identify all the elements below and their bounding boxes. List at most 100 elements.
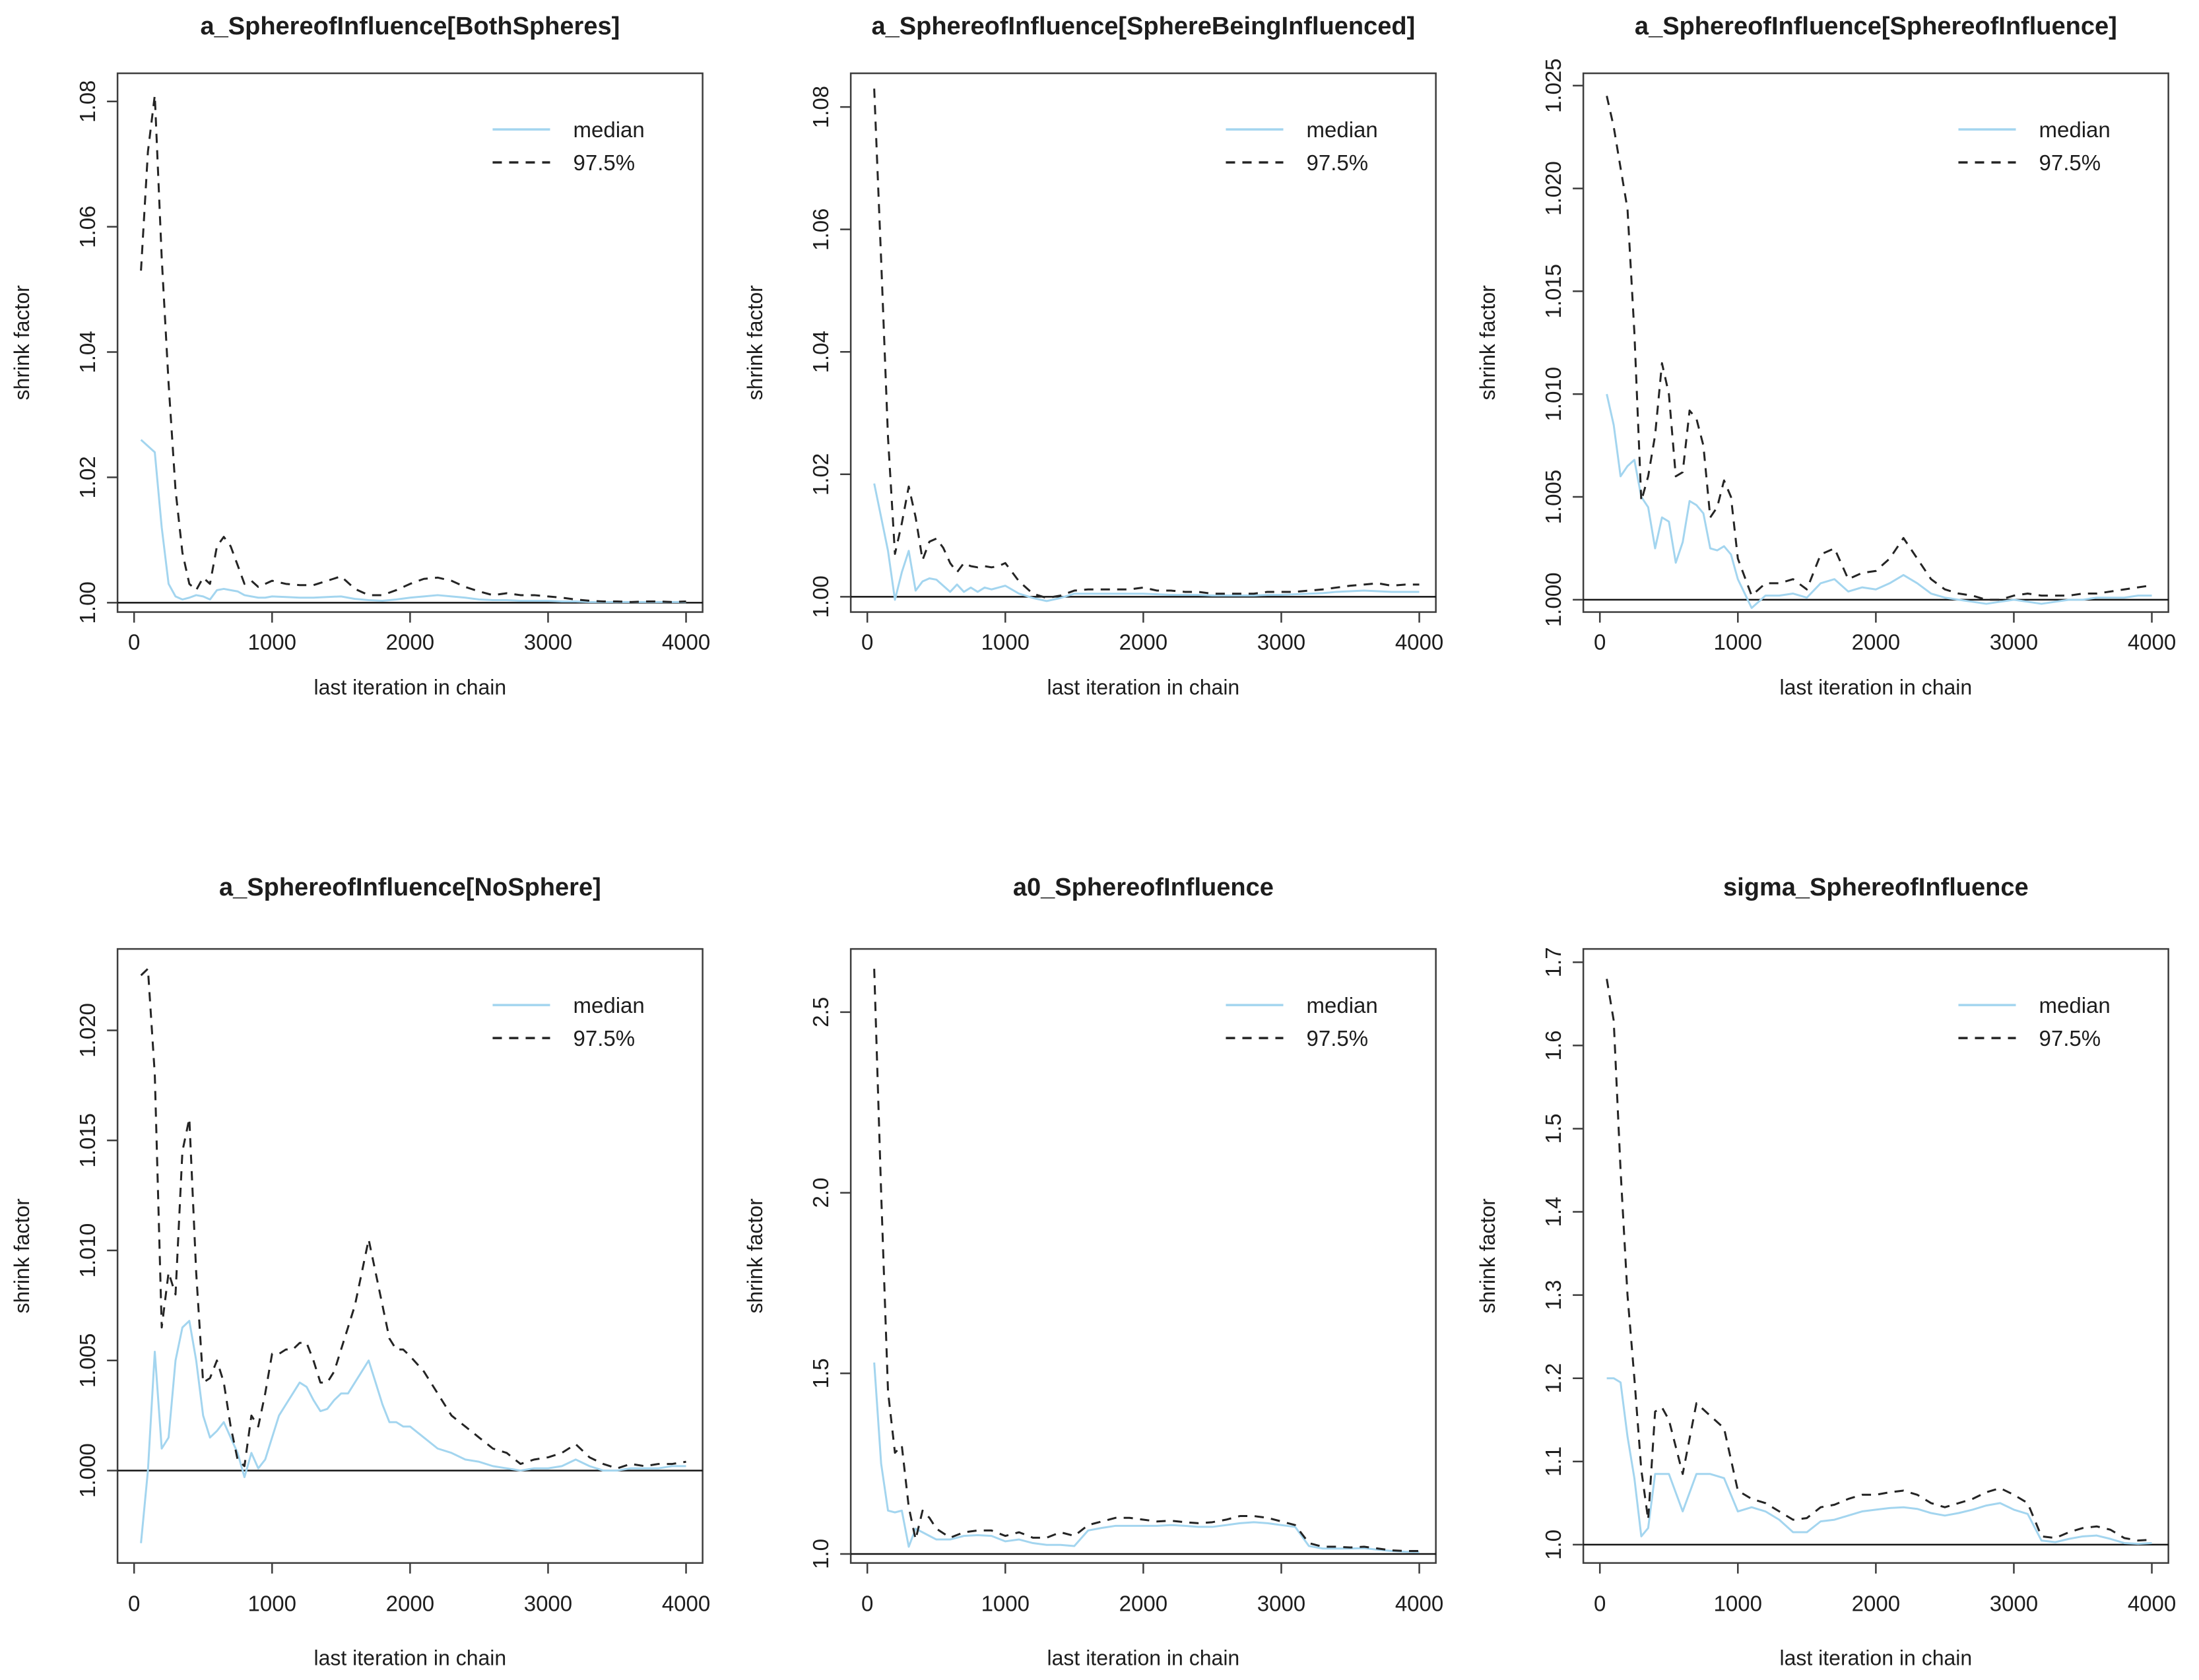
- series-line-q975: [140, 967, 686, 1470]
- y-axis-tick-label: 1.08: [808, 86, 833, 128]
- subplot-a-sphereofinfluence-nosphere: a_SphereofInfluence[NoSphere] shrink fac…: [0, 840, 733, 1680]
- series-line-q975: [1606, 979, 2152, 1541]
- x-axis-tick-label: 4000: [2128, 1591, 2176, 1615]
- legend: median 97.5%: [1226, 993, 1377, 1050]
- chart-title: a_SphereofInfluence[NoSphere]: [219, 874, 601, 901]
- chart-canvas: a_SphereofInfluence[BothSpheres] shrink …: [10, 13, 710, 699]
- x-axis-tick-label: 2000: [1852, 1591, 1900, 1615]
- legend-975-label: 97.5%: [574, 150, 636, 175]
- y-axis-tick-label: 1.02: [808, 453, 833, 496]
- y-axis-tick-label: 1.6: [1541, 1030, 1565, 1060]
- x-axis-tick-label: 2000: [386, 1591, 434, 1615]
- series-line-median: [1606, 393, 2152, 609]
- x-axis-tick-label: 2000: [1852, 630, 1900, 655]
- series-line-q975: [872, 968, 1420, 1552]
- x-axis-label: last iteration in chain: [1047, 676, 1239, 699]
- chart-title: a0_SphereofInfluence: [1013, 874, 1274, 901]
- y-axis-label: shrink factor: [743, 1198, 767, 1314]
- plot-area: 0 1000 2000 3000 4000 1.000 1.005 1.010 1.015 1.0…: [75, 948, 710, 1615]
- legend-median-label: median: [574, 993, 645, 1018]
- chart-title: sigma_SphereofInfluence: [1723, 874, 2029, 901]
- chart-canvas: a_SphereofInfluence[SphereBeingInfluence…: [743, 13, 1443, 699]
- series-line-median: [140, 1320, 686, 1543]
- legend-975-label: 97.5%: [2039, 150, 2101, 175]
- y-axis-tick-label: 1.06: [808, 209, 833, 251]
- plot-area: 0 1000 2000 3000 4000 1.0 1.1 1.2 1.3 1.4 1.5 1.6 1.…: [1541, 947, 2176, 1615]
- chart-canvas: a_SphereofInfluence[SphereofInfluence] s…: [1476, 13, 2176, 699]
- x-axis-tick-label: 1000: [248, 630, 296, 655]
- x-axis-label: last iteration in chain: [1780, 1646, 1973, 1670]
- x-axis-tick-label: 2000: [1119, 1591, 1167, 1615]
- x-axis-tick-label: 0: [128, 630, 140, 655]
- legend-median-label: median: [1306, 117, 1377, 142]
- y-axis-tick-label: 1.0: [1541, 1530, 1565, 1560]
- x-axis-tick-label: 1000: [248, 1591, 296, 1615]
- y-axis-tick-label: 1.3: [1541, 1279, 1565, 1310]
- legend-median-label: median: [1306, 993, 1377, 1018]
- y-axis-label: shrink factor: [10, 1198, 34, 1314]
- y-axis-label: shrink factor: [743, 285, 767, 401]
- y-axis-label: shrink factor: [1476, 285, 1499, 401]
- y-axis-tick-label: 1.02: [75, 456, 100, 498]
- series-line-q975: [1606, 96, 2153, 601]
- plot-area: 0 1000 2000 3000 4000 1.00 1.02 1.04 1.06 1.08: [75, 72, 710, 655]
- legend: median 97.5%: [1958, 117, 2111, 175]
- chart-canvas: a_SphereofInfluence[NoSphere] shrink fac…: [10, 874, 710, 1670]
- chart-title: a_SphereofInfluence[BothSpheres]: [200, 13, 620, 40]
- y-axis-tick-label: 1.010: [75, 1223, 100, 1278]
- y-axis-tick-label: 1.0: [808, 1539, 833, 1569]
- x-axis-tick-label: 0: [861, 630, 873, 655]
- series-line-median: [872, 483, 1420, 602]
- x-axis-tick-label: 3000: [1990, 630, 2038, 655]
- chart-title: a_SphereofInfluence[SphereBeingInfluence…: [871, 13, 1415, 40]
- x-axis-tick-label: 3000: [524, 630, 572, 655]
- y-axis-tick-label: 1.020: [1541, 161, 1565, 216]
- x-axis-tick-label: 0: [128, 1591, 140, 1615]
- y-axis-tick-label: 2.0: [808, 1177, 833, 1208]
- y-axis-tick-label: 1.000: [1541, 573, 1565, 628]
- x-axis-tick-label: 1000: [981, 1591, 1029, 1615]
- y-axis-tick-label: 1.00: [75, 581, 100, 624]
- y-axis-tick-label: 1.005: [75, 1333, 100, 1388]
- y-axis-tick-label: 1.2: [1541, 1363, 1565, 1394]
- legend-median-label: median: [2039, 117, 2111, 142]
- x-axis-tick-label: 4000: [1395, 630, 1443, 655]
- chart-canvas: sigma_SphereofInfluence shrink factor la…: [1476, 874, 2176, 1670]
- series-line-q975: [872, 88, 1420, 599]
- x-axis-tick-label: 1000: [1714, 630, 1762, 655]
- y-axis-tick-label: 1.005: [1541, 470, 1565, 525]
- y-axis-tick-label: 1.025: [1541, 58, 1565, 113]
- y-axis-tick-label: 1.015: [75, 1113, 100, 1168]
- y-axis-label: shrink factor: [1476, 1198, 1499, 1314]
- x-axis-tick-label: 4000: [2128, 630, 2176, 655]
- x-axis-label: last iteration in chain: [314, 676, 507, 699]
- legend: median 97.5%: [492, 993, 645, 1050]
- x-axis-tick-label: 4000: [1395, 1591, 1443, 1615]
- plot-area: 0 1000 2000 3000 4000 1.00 1.02 1.04 1.06 1.08: [808, 72, 1443, 655]
- x-axis-label: last iteration in chain: [1780, 676, 1973, 699]
- subplot-sigma-sphereofinfluence: sigma_SphereofInfluence shrink factor la…: [1466, 840, 2199, 1680]
- plot-area: 0 1000 2000 3000 4000 1.0 1.5 2.0 2.5: [808, 948, 1443, 1615]
- y-axis-tick-label: 1.00: [808, 575, 833, 618]
- y-axis-tick-label: 1.010: [1541, 367, 1565, 422]
- y-axis-tick-label: 1.04: [75, 331, 100, 373]
- x-axis-tick-label: 1000: [1714, 1591, 1762, 1615]
- x-axis-tick-label: 3000: [524, 1591, 572, 1615]
- x-axis-tick-label: 0: [861, 1591, 873, 1615]
- chart-canvas: a0_SphereofInfluence shrink factor last …: [743, 874, 1443, 1670]
- legend-median-label: median: [574, 117, 645, 142]
- y-axis-tick-label: 1.7: [1541, 947, 1565, 977]
- x-axis-label: last iteration in chain: [314, 1646, 507, 1670]
- subplot-a-sphereofinfluence-bothspheres: a_SphereofInfluence[BothSpheres] shrink …: [0, 0, 733, 840]
- legend: median 97.5%: [1958, 993, 2111, 1050]
- y-axis-tick-label: 1.000: [75, 1443, 100, 1498]
- x-axis-tick-label: 3000: [1257, 630, 1305, 655]
- legend-median-label: median: [2039, 993, 2111, 1018]
- series-line-median: [1606, 1376, 2152, 1545]
- x-axis-tick-label: 3000: [1990, 1591, 2038, 1615]
- y-axis-tick-label: 1.08: [75, 81, 100, 123]
- legend-975-label: 97.5%: [1306, 150, 1368, 175]
- y-axis-tick-label: 1.020: [75, 1003, 100, 1058]
- y-axis-tick-label: 1.015: [1541, 264, 1565, 319]
